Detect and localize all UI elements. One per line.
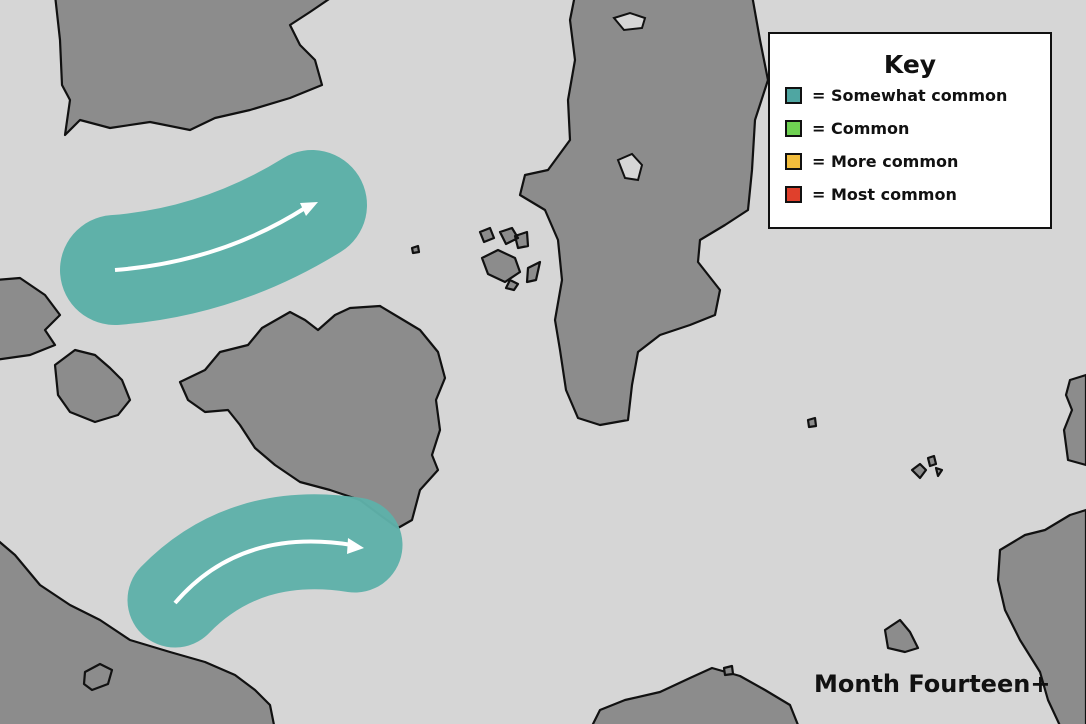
key-label: = Most common (812, 185, 957, 204)
island-west (53, 348, 132, 424)
land-south (591, 666, 799, 724)
arrow-south (173, 539, 353, 605)
islet (722, 664, 735, 677)
land-southwest (0, 540, 275, 724)
key-item-most-common: = Most common (785, 178, 1050, 211)
map-title: Month Fourteen+ (814, 670, 1051, 698)
island-south (883, 618, 920, 654)
key-title: Key (883, 50, 937, 79)
islet (410, 244, 421, 255)
swatch-red (785, 186, 802, 203)
arrow-north (114, 206, 307, 272)
key-item-more-common: = More common (785, 145, 1050, 178)
land-southeast (996, 508, 1086, 724)
key-item-common: = Common (785, 112, 1050, 145)
swatch-teal (785, 87, 802, 104)
land-east (1062, 373, 1086, 467)
key-label: = Common (812, 119, 910, 138)
lake-north (612, 11, 647, 32)
arrowhead-north (300, 202, 318, 216)
islet-cluster-east (910, 454, 944, 480)
swatch-yellow (785, 153, 802, 170)
swatch-green (785, 120, 802, 137)
land-west (0, 276, 62, 361)
lake-middle (616, 152, 644, 182)
map-key: Key = Somewhat common = Common = More co… (768, 32, 1052, 229)
land-northwest (54, 0, 330, 137)
key-item-somewhat-common: = Somewhat common (785, 79, 1050, 112)
island-southwest (82, 662, 114, 692)
key-label: = More common (812, 152, 959, 171)
range-north (60, 150, 367, 325)
islet (806, 416, 818, 429)
land-north-south (518, 0, 770, 427)
island-cluster (478, 226, 542, 292)
arrowhead-south (347, 538, 364, 554)
land-central (178, 304, 447, 530)
key-label: = Somewhat common (812, 86, 1008, 105)
